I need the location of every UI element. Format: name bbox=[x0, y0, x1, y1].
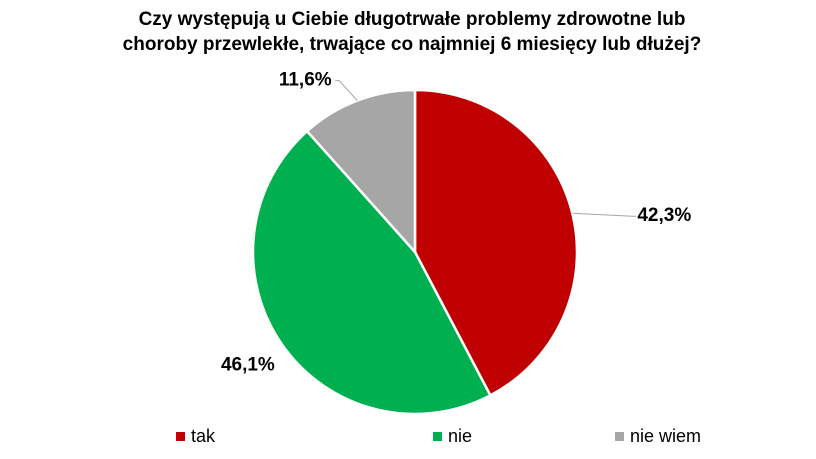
legend-swatch bbox=[176, 432, 185, 441]
pie-slice bbox=[305, 88, 417, 256]
legend-label: nie wiem bbox=[630, 426, 701, 446]
legend-swatch bbox=[615, 432, 624, 441]
data-label: 11,6% bbox=[279, 70, 332, 91]
legend-swatch bbox=[433, 432, 442, 441]
chart-title: Czy występują u Ciebie długotrwałe probl… bbox=[139, 9, 686, 30]
pie-slice bbox=[413, 88, 579, 398]
leader-line bbox=[335, 80, 358, 101]
legend-label: tak bbox=[191, 426, 216, 446]
leader-line bbox=[572, 212, 637, 217]
pie-slice bbox=[251, 129, 493, 416]
chart-title: choroby przewlekłe, trwające co najmniej… bbox=[123, 34, 702, 55]
data-label: 46,1% bbox=[221, 354, 275, 375]
data-label: 42,3% bbox=[637, 205, 691, 226]
legend-label: nie bbox=[448, 426, 472, 446]
